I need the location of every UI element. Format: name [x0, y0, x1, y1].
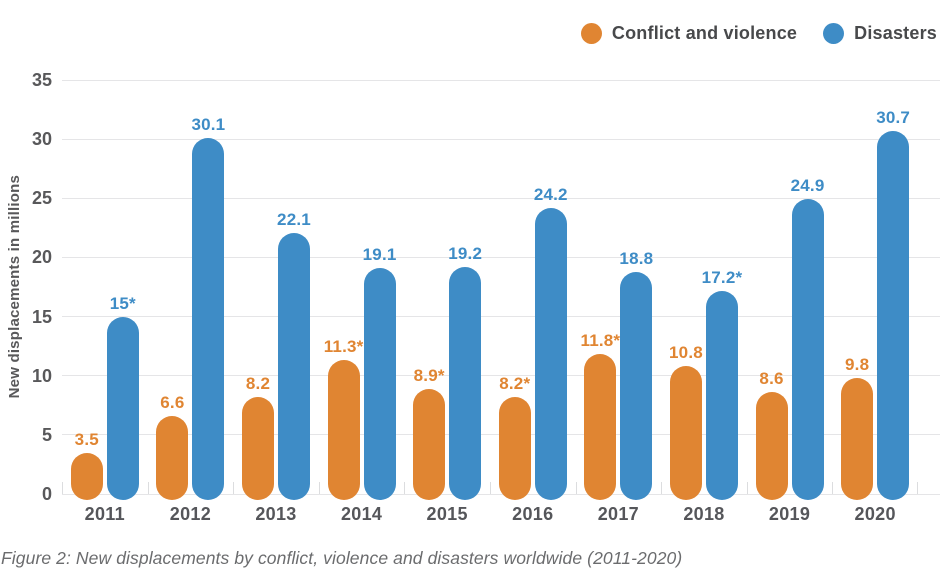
- legend-item-conflict: Conflict and violence: [580, 23, 798, 44]
- conflict-bar-2018: 10.8: [669, 343, 703, 500]
- plot-area: 3.5 15* 2011 6.6 30.1 2012 8.2 22.1 2013 11.3* 19.…: [62, 79, 940, 524]
- disasters-bar-2011: 15*: [106, 294, 139, 500]
- disasters-value-label: 15*: [109, 293, 136, 313]
- conflict-bar-2020: 9.8: [841, 355, 874, 500]
- x-axis-label-2018: 2018: [683, 504, 725, 524]
- conflict-value-label: 11.3*: [323, 337, 364, 357]
- y-axis-tick-label: 15: [31, 306, 52, 327]
- disasters-bar-2019: 24.9: [791, 176, 824, 500]
- conflict-bar-2016: 8.2*: [498, 374, 531, 500]
- legend-dot-icon: [823, 23, 845, 44]
- conflict-value-label: 8.2: [245, 374, 271, 394]
- conflict-value-label: 3.5: [74, 429, 99, 449]
- conflict-bar-2017: 11.8*: [580, 331, 620, 500]
- conflict-value-label: 8.9*: [413, 365, 445, 385]
- legend-dot-icon: [580, 23, 602, 44]
- x-axis-label-2017: 2017: [597, 504, 639, 524]
- year-group-2017: 11.8* 18.8 2017: [575, 80, 662, 524]
- conflict-value-label: 8.2*: [499, 374, 531, 394]
- disasters-bar-2012: 30.1: [191, 115, 225, 500]
- disasters-value-label: 19.1: [362, 245, 397, 265]
- disasters-value-label: 30.7: [876, 107, 911, 127]
- disasters-value-label: 24.9: [790, 176, 825, 196]
- disasters-bar-2017: 18.8: [619, 249, 653, 500]
- year-group-2012: 6.6 30.1 2012: [147, 80, 234, 524]
- bar-pair: 10.8 17.2*: [669, 268, 742, 500]
- y-axis-tick-label: 35: [31, 70, 52, 90]
- x-axis-label-2015: 2015: [426, 504, 468, 524]
- bar-pair: 8.6 24.9: [755, 176, 824, 500]
- conflict-value-label: 6.6: [160, 392, 185, 412]
- bar-groups: 3.5 15* 2011 6.6 30.1 2012 8.2 22.1 2013 11.3* 19.…: [62, 80, 918, 524]
- year-group-2016: 8.2* 24.2 2016: [489, 80, 576, 524]
- year-group-2018: 10.8 17.2* 2018: [661, 80, 747, 524]
- legend-item-disasters: Disasters: [823, 23, 937, 44]
- y-axis-tick-label: 5: [41, 424, 52, 445]
- disasters-bar-2014: 19.1: [363, 245, 396, 500]
- chart-legend: Conflict and violence Disasters: [580, 23, 937, 44]
- disasters-bar-2020: 30.7: [876, 108, 910, 500]
- year-group-2011: 3.5 15* 2011: [62, 80, 148, 524]
- year-group-2020: 9.8 30.7 2020: [832, 80, 918, 524]
- disasters-bar-2018: 17.2*: [702, 268, 742, 500]
- year-group-2019: 8.6 24.9 2019: [746, 80, 833, 524]
- legend-label: Disasters: [854, 23, 937, 43]
- x-axis-label-2016: 2016: [512, 504, 554, 524]
- gridline: [62, 316, 940, 318]
- x-axis-label-2011: 2011: [84, 504, 125, 524]
- gridline: [62, 256, 940, 258]
- y-axis-tick-label: 30: [31, 129, 52, 150]
- conflict-bar-2011: 3.5: [70, 430, 103, 500]
- y-axis-tick-label: 0: [41, 484, 52, 504]
- x-axis-label-2020: 2020: [854, 504, 896, 524]
- conflict-bar-2014: 11.3*: [324, 337, 363, 500]
- bar-pair: 3.5 15*: [70, 294, 139, 500]
- bar-pair: 8.2* 24.2: [498, 185, 568, 500]
- disasters-bar-2016: 24.2: [534, 185, 568, 500]
- y-axis-tick-label: 25: [31, 188, 52, 209]
- conflict-value-label: 11.8*: [580, 331, 621, 351]
- year-group-2014: 11.3* 19.1 2014: [318, 80, 405, 524]
- disasters-value-label: 22.1: [277, 209, 311, 229]
- y-axis-tick-label: 20: [31, 247, 52, 268]
- bar-pair: 11.3* 19.1: [324, 245, 396, 500]
- y-axis-tick-label: 10: [31, 365, 52, 386]
- year-group-2015: 8.9* 19.2 2015: [404, 80, 490, 524]
- gridline: [62, 197, 940, 199]
- bar-pair: 9.8 30.7: [841, 108, 910, 500]
- conflict-value-label: 9.8: [845, 355, 870, 375]
- disasters-value-label: 17.2*: [701, 267, 743, 287]
- bar-pair: 8.9* 19.2: [413, 244, 482, 500]
- conflict-value-label: 10.8: [669, 343, 703, 363]
- gridline: [62, 493, 940, 495]
- x-axis-label-2019: 2019: [768, 504, 811, 524]
- x-axis-label-2012: 2012: [169, 504, 212, 524]
- disasters-bar-2015: 19.2: [448, 244, 482, 500]
- conflict-bar-2013: 8.2: [241, 374, 274, 500]
- disasters-value-label: 30.1: [191, 114, 226, 134]
- conflict-bar-2019: 8.6: [755, 369, 788, 500]
- x-axis-label-2013: 2013: [255, 504, 297, 524]
- legend-label: Conflict and violence: [611, 23, 798, 43]
- bar-pair: 8.2 22.1: [241, 210, 311, 500]
- conflict-bar-2015: 8.9*: [413, 366, 446, 500]
- disasters-value-label: 19.2: [448, 243, 483, 263]
- bar-pair: 11.8* 18.8: [580, 249, 653, 500]
- gridline: [62, 79, 940, 81]
- disasters-value-label: 24.2: [533, 184, 568, 204]
- gridline: [62, 375, 940, 377]
- conflict-bar-2012: 6.6: [156, 393, 189, 500]
- conflict-value-label: 8.6: [759, 369, 784, 389]
- year-group-2013: 8.2 22.1 2013: [233, 80, 319, 524]
- disasters-bar-2013: 22.1: [277, 210, 311, 500]
- figure-caption: Figure 2: New displacements by conflict,…: [1, 548, 683, 568]
- disasters-value-label: 18.8: [619, 248, 654, 268]
- gridline: [62, 138, 940, 140]
- x-axis-label-2014: 2014: [340, 504, 383, 524]
- bar-pair: 6.6 30.1: [156, 115, 225, 500]
